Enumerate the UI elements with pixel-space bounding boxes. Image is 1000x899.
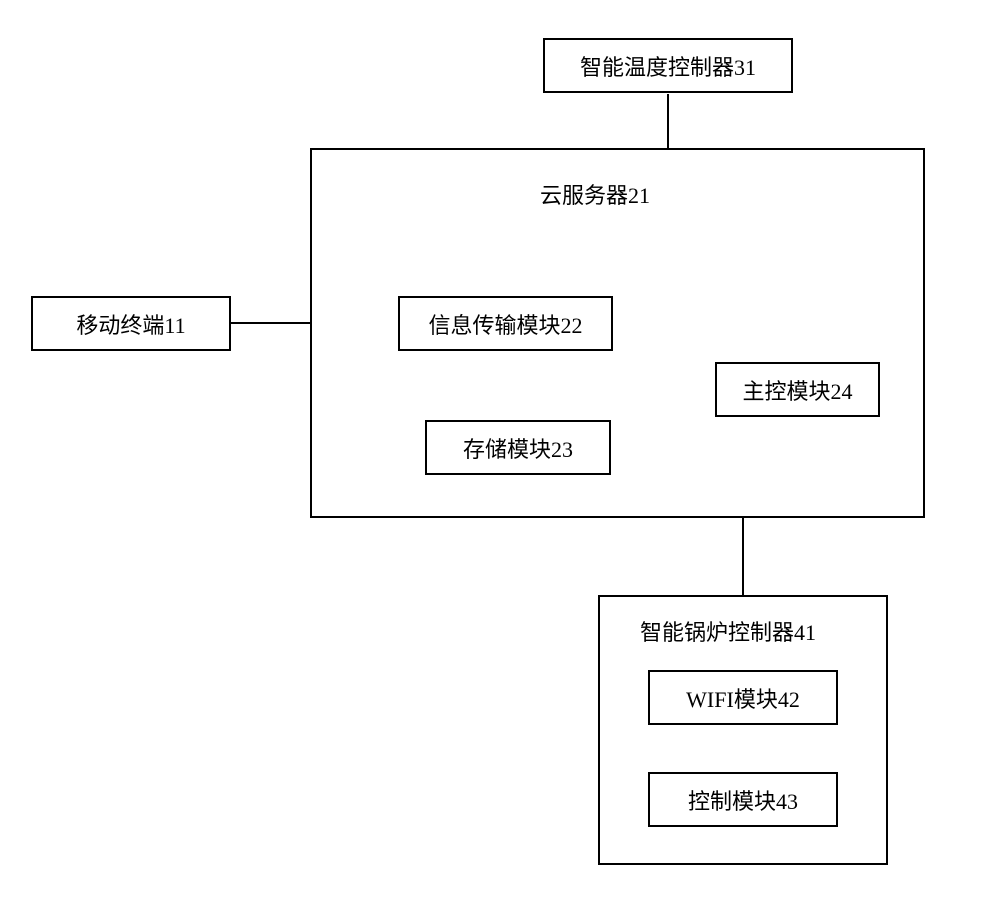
node-control-module-label: 控制模块43 [688,784,798,816]
diagram-container: 智能温度控制器31 移动终端11 云服务器21 信息传输模块22 存储模块23 … [0,0,1000,899]
node-info-transfer: 信息传输模块22 [398,296,613,351]
node-info-transfer-label: 信息传输模块22 [428,308,582,340]
node-storage: 存储模块23 [425,420,611,475]
node-mobile-terminal: 移动终端11 [31,296,231,351]
node-cloud-server-label: 云服务器21 [540,183,650,208]
node-temp-controller: 智能温度控制器31 [543,38,793,93]
node-main-control-label: 主控模块24 [742,374,852,406]
node-wifi-module-label: WIFI模块42 [686,682,800,714]
node-wifi-module: WIFI模块42 [648,670,838,725]
node-main-control: 主控模块24 [715,362,880,417]
node-boiler-controller-label: 智能锅炉控制器41 [640,620,816,645]
node-storage-label: 存储模块23 [463,432,573,464]
node-boiler-controller-label-wrap: 智能锅炉控制器41 [640,615,816,647]
node-control-module: 控制模块43 [648,772,838,827]
node-cloud-server-label-wrap: 云服务器21 [540,178,650,210]
node-temp-controller-label: 智能温度控制器31 [580,50,756,82]
node-mobile-terminal-label: 移动终端11 [76,308,185,340]
